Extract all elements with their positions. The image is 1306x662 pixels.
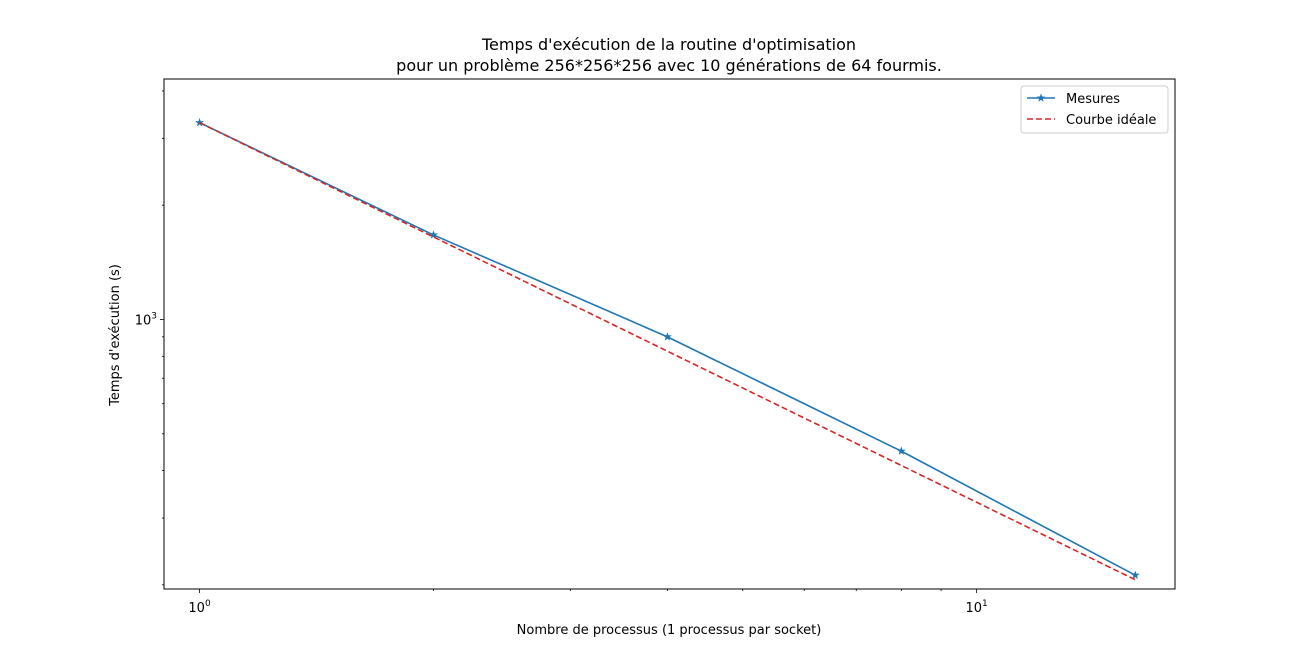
legend-mesures-marker xyxy=(1036,93,1046,102)
major-ticks: 100 101 103 xyxy=(135,311,988,616)
y-axis-label: Temps d'exécution (s) xyxy=(108,264,123,407)
mesures-point xyxy=(1130,570,1140,579)
plot-area xyxy=(164,79,1175,589)
legend-box xyxy=(1020,85,1169,134)
mesures-point xyxy=(663,332,672,341)
chart-title-line1: Temps d'exécution de la routine d'optimi… xyxy=(481,35,856,54)
x-tick-label: 101 xyxy=(965,599,987,616)
mesures-point xyxy=(195,118,204,127)
series-ideale-line xyxy=(199,121,1136,581)
legend: Mesures Courbe idéale xyxy=(1020,85,1169,134)
legend-mesures-label: Mesures xyxy=(1066,92,1120,107)
mesures-point xyxy=(429,230,438,239)
series-layer xyxy=(195,118,1140,581)
mesures-point xyxy=(896,446,906,455)
legend-ideale-label: Courbe idéale xyxy=(1066,113,1156,128)
chart-title-line2: pour un problème 256*256*256 avec 10 gén… xyxy=(396,56,942,75)
x-axis-label: Nombre de processus (1 processus par soc… xyxy=(517,623,822,638)
plot-frame xyxy=(163,78,1176,590)
y-tick-label: 103 xyxy=(135,311,157,328)
x-tick-label: 100 xyxy=(188,599,211,616)
